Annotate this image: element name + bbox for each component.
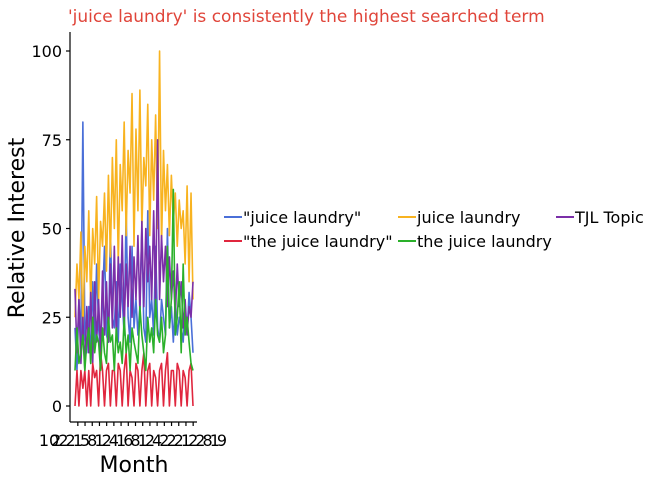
- x-tick-label: 2: [102, 431, 112, 450]
- x-tick-label: 2: [58, 431, 68, 450]
- x-tick-label: 2: [66, 431, 76, 450]
- y-tick-label: 50: [42, 220, 62, 239]
- x-tick-label: 1: [73, 431, 83, 450]
- x-tick-label: 5: [80, 431, 90, 450]
- x-tick-label: 8: [130, 431, 140, 450]
- legend-label: juice laundry: [416, 208, 521, 227]
- y-axis-label: Relative Interest: [5, 137, 30, 318]
- legend: "juice laundry" "the juice laundry" juice …: [224, 208, 644, 251]
- series-line: [74, 351, 194, 407]
- y-tick-label: 100: [31, 42, 62, 61]
- x-tick-label: 2: [188, 431, 198, 450]
- legend-label: the juice laundry: [417, 232, 552, 251]
- x-tick-label: 2: [174, 431, 184, 450]
- x-tick-label: 4: [152, 431, 162, 450]
- y-tick-label: 25: [42, 308, 62, 327]
- x-tick-label: 1: [210, 431, 220, 450]
- chart-title: 'juice laundry' is consistently the high…: [68, 7, 545, 27]
- y-tick-label: 0: [52, 397, 62, 416]
- x-tick-label: 10: [39, 431, 59, 450]
- x-tick-label: 1: [138, 431, 148, 450]
- x-tick-label: 1: [181, 431, 191, 450]
- x-tick-label: 2: [159, 431, 169, 450]
- series-lines: [74, 50, 194, 407]
- x-tick-label: 8: [202, 431, 212, 450]
- x-tick-label: 8: [87, 431, 97, 450]
- legend-label: "juice laundry": [243, 208, 361, 227]
- legend-label: TJL Topic: [574, 208, 644, 227]
- x-tick-label: 9: [217, 431, 227, 450]
- series-line: [74, 138, 194, 372]
- series-line: [74, 188, 194, 372]
- legend-label: "the juice laundry": [243, 232, 393, 251]
- x-tick-label: 2: [145, 431, 155, 450]
- x-tick-label: 4: [109, 431, 119, 450]
- x-tick-label: 2: [195, 431, 205, 450]
- y-axis-ticks: 0 25 50 75 100: [31, 42, 70, 416]
- y-tick-label: 75: [42, 131, 62, 150]
- x-tick-label: 2: [51, 431, 61, 450]
- x-tick-label: 1: [94, 431, 104, 450]
- x-axis-label: Month: [100, 453, 169, 478]
- x-tick-label: 1: [116, 431, 126, 450]
- x-tick-label: 6: [123, 431, 133, 450]
- x-tick-label: 2: [166, 431, 176, 450]
